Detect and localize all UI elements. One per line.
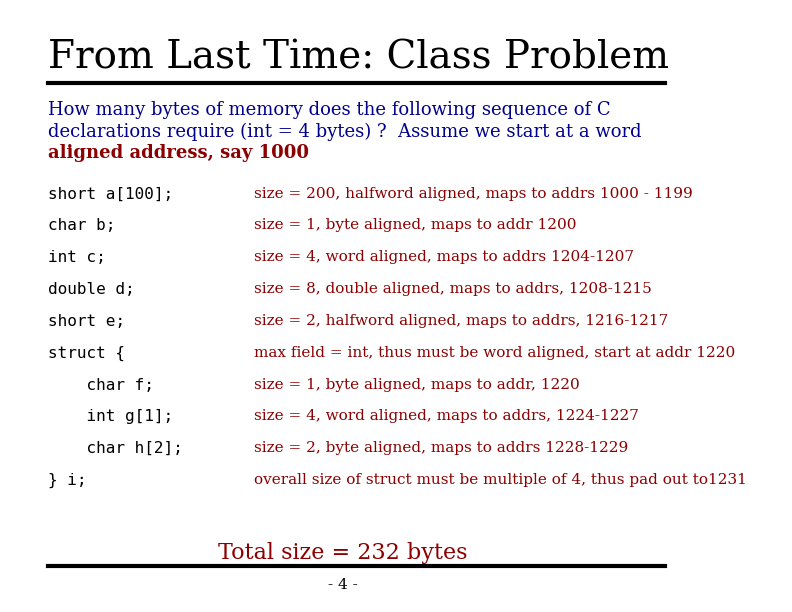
Text: aligned address, say 1000: aligned address, say 1000 bbox=[48, 144, 309, 162]
Text: char b;: char b; bbox=[48, 218, 116, 234]
Text: size = 4, word aligned, maps to addrs, 1224-1227: size = 4, word aligned, maps to addrs, 1… bbox=[253, 409, 638, 424]
Text: } i;: } i; bbox=[48, 473, 86, 488]
Text: char h[2];: char h[2]; bbox=[48, 441, 183, 457]
Text: double d;: double d; bbox=[48, 282, 135, 297]
Text: - 4 -: - 4 - bbox=[328, 578, 358, 592]
Text: size = 2, halfword aligned, maps to addrs, 1216-1217: size = 2, halfword aligned, maps to addr… bbox=[253, 314, 668, 328]
Text: size = 8, double aligned, maps to addrs, 1208-1215: size = 8, double aligned, maps to addrs,… bbox=[253, 282, 652, 296]
Text: From Last Time: Class Problem: From Last Time: Class Problem bbox=[48, 40, 669, 76]
Text: size = 200, halfword aligned, maps to addrs 1000 - 1199: size = 200, halfword aligned, maps to ad… bbox=[253, 187, 692, 201]
Text: struct {: struct { bbox=[48, 346, 125, 361]
Text: int g[1];: int g[1]; bbox=[48, 409, 173, 425]
Text: How many bytes of memory does the following sequence of C: How many bytes of memory does the follow… bbox=[48, 101, 611, 119]
Text: size = 1, byte aligned, maps to addr 1200: size = 1, byte aligned, maps to addr 120… bbox=[253, 218, 577, 233]
Text: max field = int, thus must be word aligned, start at addr 1220: max field = int, thus must be word align… bbox=[253, 346, 735, 360]
Text: overall size of struct must be multiple of 4, thus pad out to1231: overall size of struct must be multiple … bbox=[253, 473, 747, 487]
Text: short a[100];: short a[100]; bbox=[48, 187, 173, 202]
Text: size = 4, word aligned, maps to addrs 1204-1207: size = 4, word aligned, maps to addrs 12… bbox=[253, 250, 634, 264]
Text: short e;: short e; bbox=[48, 314, 125, 329]
Text: size = 2, byte aligned, maps to addrs 1228-1229: size = 2, byte aligned, maps to addrs 12… bbox=[253, 441, 628, 455]
Text: int c;: int c; bbox=[48, 250, 106, 266]
Text: size = 1, byte aligned, maps to addr, 1220: size = 1, byte aligned, maps to addr, 12… bbox=[253, 378, 580, 392]
Text: Total size = 232 bytes: Total size = 232 bytes bbox=[218, 542, 467, 564]
Text: char f;: char f; bbox=[48, 378, 154, 393]
Text: declarations require (int = 4 bytes) ?  Assume we start at a word: declarations require (int = 4 bytes) ? A… bbox=[48, 122, 642, 141]
